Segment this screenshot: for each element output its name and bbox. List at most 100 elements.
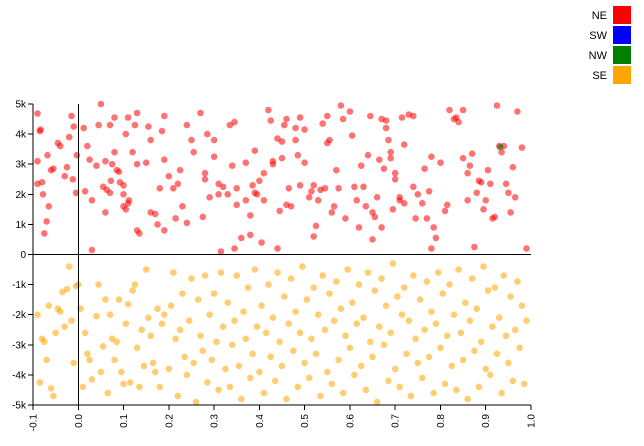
- data-point-ne: [333, 166, 340, 174]
- data-point-se: [514, 278, 521, 285]
- y-tick-label: 3k: [15, 160, 27, 171]
- data-point-ne: [45, 203, 53, 210]
- data-point-ne: [183, 121, 191, 129]
- data-point-ne: [86, 156, 93, 163]
- data-point-nw: [496, 143, 504, 151]
- data-point-se: [194, 296, 202, 303]
- data-point-ne: [88, 197, 96, 204]
- data-point-se: [131, 281, 139, 288]
- data-point-se: [118, 368, 125, 376]
- data-point-ne: [165, 172, 173, 180]
- legend-label-sw: SW: [589, 30, 607, 42]
- data-point-ne: [391, 169, 399, 177]
- data-point-se: [140, 362, 148, 370]
- legend-swatch-ne[interactable]: [613, 6, 631, 24]
- data-point-se: [471, 347, 478, 355]
- data-point-ne: [69, 176, 77, 183]
- data-point-se: [228, 341, 236, 349]
- data-point-se: [197, 332, 204, 340]
- data-point-ne: [251, 147, 259, 154]
- data-point-se: [231, 317, 238, 325]
- data-point-ne: [131, 121, 139, 129]
- data-point-se: [192, 398, 200, 406]
- data-point-ne: [73, 151, 81, 159]
- data-point-se: [215, 386, 222, 394]
- data-point-ne: [310, 182, 318, 189]
- data-point-ne: [385, 136, 392, 144]
- data-point-se: [285, 320, 293, 328]
- data-point-ne: [142, 159, 150, 166]
- data-point-se: [283, 395, 290, 403]
- data-point-se: [407, 392, 415, 400]
- x-tick-label: -0.1: [29, 414, 40, 432]
- data-point-se: [161, 311, 168, 319]
- data-point-se: [378, 275, 385, 282]
- data-point-ne: [93, 162, 100, 169]
- data-point-se: [145, 314, 152, 322]
- data-point-ne: [201, 169, 209, 177]
- data-point-se: [86, 356, 93, 364]
- data-point-se: [371, 287, 379, 294]
- data-point-ne: [491, 213, 499, 221]
- data-point-se: [127, 379, 134, 386]
- data-point-ne: [199, 213, 207, 221]
- data-point-ne: [459, 154, 467, 162]
- data-point-se: [181, 353, 188, 361]
- data-point-se: [457, 329, 465, 337]
- data-point-ne: [324, 112, 331, 120]
- data-point-se: [97, 368, 105, 376]
- x-tick-label: 1.0: [527, 414, 538, 428]
- data-point-se: [464, 395, 471, 403]
- data-point-ne: [111, 114, 118, 121]
- data-point-ne: [260, 169, 268, 177]
- data-point-ne: [446, 106, 453, 114]
- y-tick-label: 4k: [15, 130, 27, 141]
- data-point-se: [312, 350, 320, 358]
- x-tick-label: 0.1: [119, 414, 130, 428]
- legend-swatch-sw[interactable]: [613, 26, 631, 44]
- data-point-se: [133, 344, 141, 352]
- data-point-se: [448, 362, 456, 370]
- data-point-se: [355, 281, 363, 288]
- data-point-ne: [161, 156, 168, 163]
- data-point-ne: [125, 197, 133, 204]
- data-point-se: [507, 293, 514, 300]
- data-point-se: [342, 332, 349, 340]
- data-point-se: [446, 281, 453, 288]
- data-point-ne: [410, 183, 417, 191]
- data-point-se: [124, 300, 132, 308]
- data-point-ne: [233, 201, 240, 209]
- data-point-se: [482, 365, 490, 373]
- data-point-ne: [319, 120, 327, 127]
- data-point-se: [93, 312, 100, 320]
- legend-swatch-nw[interactable]: [613, 46, 631, 64]
- data-point-se: [251, 266, 259, 273]
- data-point-se: [455, 266, 462, 273]
- data-point-ne: [371, 213, 379, 221]
- data-point-ne: [464, 169, 471, 177]
- data-point-se: [344, 266, 351, 273]
- data-point-se: [339, 389, 347, 397]
- data-point-se: [321, 326, 329, 334]
- data-point-se: [439, 290, 447, 297]
- data-point-ne: [242, 159, 250, 166]
- data-point-se: [151, 368, 159, 376]
- data-point-se: [149, 359, 157, 367]
- data-point-ne: [170, 185, 177, 192]
- data-point-ne: [312, 222, 320, 230]
- data-point-se: [317, 392, 324, 400]
- data-point-se: [233, 272, 240, 279]
- legend-swatch-se[interactable]: [613, 66, 631, 84]
- data-point-se: [253, 323, 261, 331]
- data-point-ne: [120, 182, 127, 189]
- data-point-se: [353, 320, 361, 328]
- data-point-se: [81, 329, 89, 337]
- data-point-se: [505, 359, 512, 367]
- data-point-ne: [523, 245, 530, 252]
- dots-layer: [34, 100, 530, 406]
- data-point-ne: [34, 110, 41, 117]
- legend-label-nw: NW: [589, 50, 608, 62]
- data-point-ne: [339, 115, 347, 123]
- data-point-ne: [364, 151, 372, 159]
